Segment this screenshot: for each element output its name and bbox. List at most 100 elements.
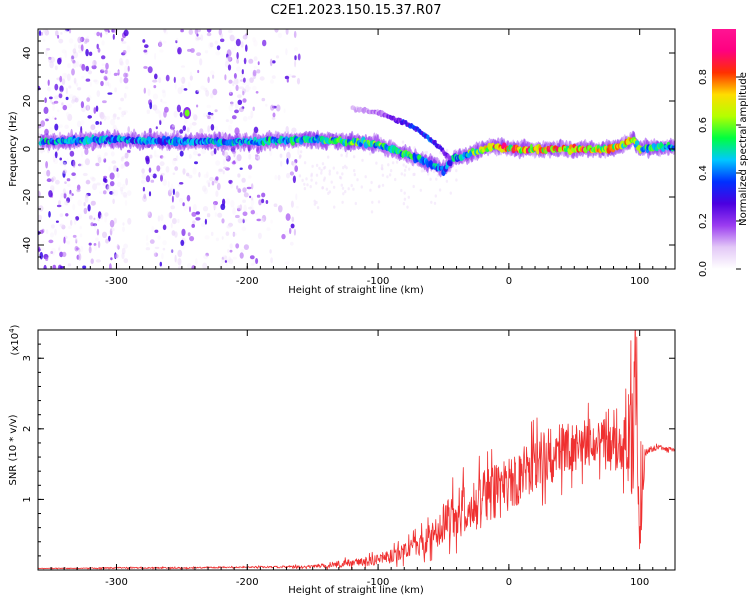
- spectrogram-cell: [438, 188, 442, 192]
- spectrogram-cell: [59, 223, 65, 227]
- spectrogram-x-tick-label: -200: [236, 276, 259, 287]
- spectrogram-cell: [59, 157, 62, 161]
- spectrogram-cell: [238, 107, 244, 113]
- spectrogram-cell: [92, 183, 98, 191]
- spectrogram-cell: [110, 227, 115, 232]
- spectrogram-cell: [210, 92, 214, 99]
- spectrogram-cell: [159, 119, 162, 125]
- spectrogram-cell: [201, 222, 206, 227]
- spectrogram-cell: [256, 194, 261, 198]
- spectrogram-cell: [258, 199, 262, 206]
- spectrogram-cell: [91, 177, 96, 182]
- spectrogram-cell: [412, 172, 415, 177]
- spectrogram-cell: [310, 172, 313, 176]
- spectrogram-cell: [70, 54, 75, 63]
- spectrogram-cell: [149, 154, 153, 159]
- spectrogram-cell: [270, 79, 274, 84]
- spectrogram-cell: [234, 109, 239, 114]
- spectrogram-cell: [78, 163, 82, 167]
- spectrogram-cell: [85, 48, 89, 57]
- snr-y-label: SNR (10 * v/v): [8, 414, 19, 485]
- spectrogram-cell: [237, 188, 242, 193]
- spectrogram-cell: [45, 161, 48, 169]
- spectrogram-cell: [160, 174, 163, 182]
- spectrogram-cell: [173, 158, 177, 161]
- spectrogram-cell: [231, 161, 237, 165]
- spectrogram-cell: [68, 85, 72, 89]
- spectrogram-hot-spot: [184, 109, 190, 117]
- spectrogram-cell: [76, 120, 82, 128]
- spectrogram-cell: [154, 246, 160, 250]
- spectrogram-cell: [144, 65, 147, 69]
- spectrogram-cell: [48, 126, 54, 134]
- spectrogram-cell: [169, 188, 174, 192]
- spectrogram-cell: [149, 102, 153, 110]
- spectrogram-cell: [228, 222, 233, 227]
- spectrogram-cell: [210, 70, 215, 76]
- spectrogram-cell: [124, 200, 128, 206]
- spectrogram-cell: [145, 242, 149, 246]
- snr-panel: -300 -200 -100 0 100 1 2 3 Height of straight l…: [8, 324, 676, 596]
- spectrogram-cell: [179, 78, 184, 82]
- spectrogram-cell: [57, 34, 60, 39]
- spectrogram-cell: [95, 237, 99, 242]
- spectrogram-cell: [229, 34, 235, 42]
- spectrogram-cell: [207, 115, 211, 120]
- spectrogram-cell: [246, 186, 252, 190]
- spectrogram-cell: [169, 188, 173, 193]
- spectrogram-cell: [63, 29, 68, 33]
- snr-y-multiplier-close: ): [10, 324, 21, 328]
- spectrogram-cell: [183, 88, 188, 91]
- spectrogram-cell: [95, 259, 101, 263]
- spectrogram-cell: [171, 230, 176, 236]
- spectrogram-cell: [147, 211, 152, 219]
- spectrogram-cell: [102, 177, 107, 183]
- spectrogram-cell: [96, 182, 101, 186]
- spectrogram-cell: [403, 168, 407, 172]
- spectrogram-cell: [109, 219, 115, 228]
- spectrogram-cell: [163, 110, 167, 118]
- spectrogram-cell: [190, 48, 195, 53]
- spectrogram-cell: [172, 218, 177, 225]
- spectrogram-cell: [108, 82, 112, 89]
- spectrogram-cell: [294, 59, 297, 68]
- spectrogram-cell: [400, 172, 403, 176]
- spectrogram-cell: [228, 79, 233, 84]
- spectrogram-cell: [148, 167, 152, 173]
- spectrogram-cell: [293, 30, 297, 39]
- spectrogram-cell: [214, 109, 218, 113]
- spectrogram-cell: [212, 74, 215, 79]
- spectrogram-marks: [38, 29, 675, 269]
- spectrogram-cell: [65, 29, 70, 32]
- spectrogram-cell: [220, 33, 223, 39]
- spectrogram-cell: [141, 168, 145, 174]
- spectrogram-cell: [220, 203, 226, 210]
- spectrogram-cell: [259, 76, 265, 81]
- spectrogram-cell: [175, 40, 178, 44]
- spectrogram-cell: [86, 35, 89, 40]
- spectrogram-cell: [87, 204, 91, 212]
- spectrogram-cell: [284, 230, 290, 236]
- spectrogram-cell: [48, 57, 52, 64]
- spectrogram-cell: [78, 253, 82, 261]
- spectrogram-cell: [290, 223, 295, 229]
- spectrogram-cell: [272, 112, 276, 118]
- spectrogram-cell: [143, 193, 147, 199]
- spectrogram-cell: [266, 227, 271, 232]
- spectrogram-cell: [236, 66, 241, 72]
- spectrogram-cell: [400, 188, 403, 193]
- spectrogram-cell: [105, 80, 108, 87]
- spectrogram-cell: [204, 50, 209, 54]
- spectrogram-cell: [77, 199, 82, 207]
- spectrogram-cell: [408, 167, 411, 171]
- spectrogram-cell: [40, 31, 44, 36]
- spectrogram-cell: [210, 112, 214, 116]
- spectrogram-cell: [59, 251, 64, 258]
- spectrogram-cell: [412, 184, 415, 189]
- spectrogram-cell: [62, 160, 67, 165]
- spectrogram-cell: [171, 195, 174, 203]
- spectrogram-cell: [182, 202, 185, 207]
- snr-y-multiplier-exp: 4: [8, 328, 16, 333]
- spectrogram-cell: [145, 175, 151, 183]
